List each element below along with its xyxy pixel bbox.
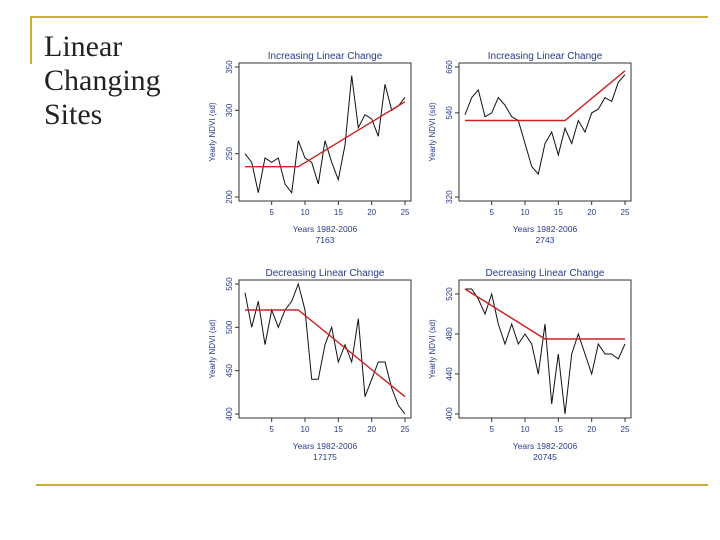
fit-line xyxy=(464,288,625,340)
x-tick-label: 15 xyxy=(334,208,343,217)
left-rule xyxy=(30,16,32,64)
x-tick-label: 5 xyxy=(269,208,274,217)
y-tick-label: 200 xyxy=(225,190,234,204)
x-tick-label: 15 xyxy=(554,425,563,434)
x-tick-label: 20 xyxy=(587,425,596,434)
chart-1-svg: Increasing Linear Change 5 10 15 20 25 200 250 3… xyxy=(208,51,412,245)
x-tick-label: 25 xyxy=(401,425,410,434)
y-axis-label: Yearly NDVI (sd) xyxy=(428,102,437,162)
chart-title: Decreasing Linear Change xyxy=(266,268,385,279)
chart-4-svg: Decreasing Linear Change 5 10 15 20 25 400 440 4… xyxy=(428,268,632,462)
x-tick-label: 20 xyxy=(587,208,596,217)
y-tick-label: 550 xyxy=(225,277,234,291)
x-tick-label: 10 xyxy=(301,425,310,434)
x-axis-label: Years 1982-2006 xyxy=(293,441,358,451)
chart-3-svg: Decreasing Linear Change 5 10 15 20 25 400 450 5… xyxy=(208,268,412,462)
x-axis-label: Years 1982-2006 xyxy=(293,224,358,234)
slide-title: Linear Changing Sites xyxy=(44,30,204,132)
y-tick-label: 250 xyxy=(225,146,234,160)
x-tick-label: 25 xyxy=(401,208,410,217)
series-line xyxy=(244,282,406,415)
y-tick-label: 300 xyxy=(225,103,234,117)
site-id-label: 20745 xyxy=(533,452,557,462)
x-tick-label: 5 xyxy=(269,425,274,434)
y-tick-label: 350 xyxy=(225,60,234,74)
y-tick-label: 400 xyxy=(225,407,234,421)
slide-title-line: Linear xyxy=(44,30,123,63)
x-tick-label: 15 xyxy=(554,208,563,217)
y-tick-label: 400 xyxy=(445,407,454,421)
x-tick-label: 20 xyxy=(367,425,376,434)
chart-panel-2: Increasing Linear Change 5 10 15 20 25 320 540 6… xyxy=(425,45,633,260)
x-tick-label: 10 xyxy=(521,425,530,434)
y-axis-label: Yearly NDVI (sd) xyxy=(208,102,217,162)
x-tick-label: 5 xyxy=(489,208,494,217)
x-tick-label: 25 xyxy=(621,425,630,434)
y-tick-label: 320 xyxy=(445,190,454,204)
y-tick-label: 500 xyxy=(225,320,234,334)
y-axis-label: Yearly NDVI (sd) xyxy=(208,319,217,379)
fit-line xyxy=(465,70,626,122)
plot-frame xyxy=(458,279,632,419)
site-id-label: 7163 xyxy=(316,235,335,245)
x-tick-label: 10 xyxy=(521,208,530,217)
plot-frame xyxy=(238,279,412,419)
y-tick-label: 660 xyxy=(445,60,454,74)
slide-title-line: Sites xyxy=(44,98,103,131)
series-line xyxy=(464,74,626,176)
chart-panel-4: Decreasing Linear Change 5 10 15 20 25 400 440 4… xyxy=(425,262,633,477)
x-axis-label: Years 1982-2006 xyxy=(513,224,578,234)
plot-frame xyxy=(458,62,632,202)
fit-line xyxy=(245,309,406,398)
y-tick-label: 450 xyxy=(225,363,234,377)
x-tick-label: 5 xyxy=(489,425,494,434)
y-tick-label: 440 xyxy=(445,367,454,381)
x-tick-label: 15 xyxy=(334,425,343,434)
y-tick-label: 520 xyxy=(445,287,454,301)
site-id-label: 17175 xyxy=(313,452,337,462)
chart-title: Increasing Linear Change xyxy=(268,51,383,62)
chart-title: Decreasing Linear Change xyxy=(486,268,605,279)
plot-frame xyxy=(238,62,412,202)
chart-2-svg: Increasing Linear Change 5 10 15 20 25 320 540 6… xyxy=(428,51,632,245)
top-rule xyxy=(30,16,708,18)
chart-panel-3: Decreasing Linear Change 5 10 15 20 25 400 450 5… xyxy=(205,262,413,477)
slide-title-line: Changing xyxy=(44,64,161,97)
site-id-label: 2743 xyxy=(536,235,555,245)
y-axis-label: Yearly NDVI (sd) xyxy=(428,319,437,379)
x-tick-label: 10 xyxy=(301,208,310,217)
chart-title: Increasing Linear Change xyxy=(488,51,603,62)
series-line xyxy=(465,288,626,415)
y-tick-label: 480 xyxy=(445,327,454,341)
x-tick-label: 20 xyxy=(367,208,376,217)
x-axis-label: Years 1982-2006 xyxy=(513,441,578,451)
fit-line xyxy=(245,101,406,168)
series-line xyxy=(244,75,406,194)
y-tick-label: 540 xyxy=(445,106,454,120)
chart-panel-1: Increasing Linear Change 5 10 15 20 25 200 250 3… xyxy=(205,45,413,260)
x-tick-label: 25 xyxy=(621,208,630,217)
bottom-rule xyxy=(36,484,708,486)
